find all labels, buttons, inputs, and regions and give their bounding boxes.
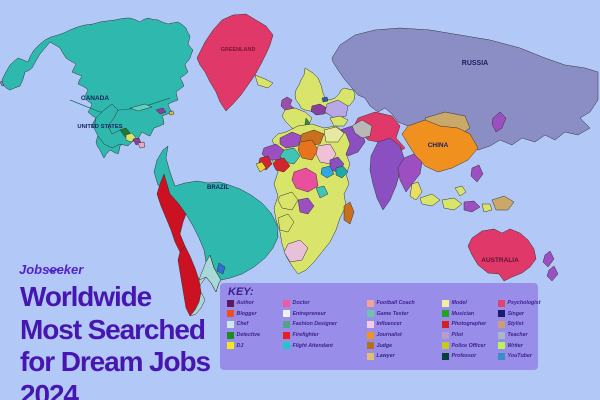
- svg-text:AUSTRALIA: AUSTRALIA: [481, 257, 519, 264]
- svg-text:BRAZIL: BRAZIL: [207, 185, 229, 191]
- svg-text:CANADA: CANADA: [81, 95, 109, 102]
- svg-text:CHINA: CHINA: [428, 142, 449, 149]
- svg-text:GREENLAND: GREENLAND: [221, 47, 256, 53]
- svg-text:UNITED STATES: UNITED STATES: [77, 124, 122, 130]
- svg-text:RUSSIA: RUSSIA: [462, 60, 488, 67]
